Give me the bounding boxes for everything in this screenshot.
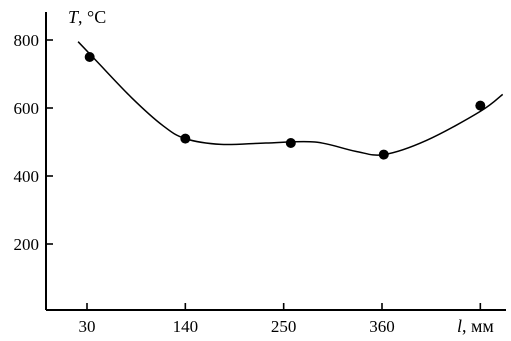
y-axis-label-symbol: T	[68, 7, 80, 27]
x-axis-label-symbol: l	[457, 316, 462, 336]
y-tick-label: 400	[14, 167, 40, 186]
x-axis-label: l, мм	[457, 316, 494, 336]
x-axis-label-unit: , мм	[462, 316, 494, 336]
data-point	[180, 133, 191, 144]
points-layer	[84, 52, 486, 160]
x-tick-label: 140	[173, 317, 199, 336]
temperature-curve	[77, 41, 504, 156]
data-point	[285, 138, 296, 149]
y-tick-label: 200	[14, 235, 40, 254]
curve-layer	[77, 41, 504, 156]
data-point	[84, 52, 95, 62]
data-point	[378, 149, 389, 160]
y-axis-label-unit: , °C	[78, 7, 106, 27]
x-tick-label: 30	[79, 317, 96, 336]
labels-layer: T, °C l, мм	[68, 7, 494, 336]
x-tick-label: 250	[271, 317, 297, 336]
axes: 200 400 600 800 30 140 250 360	[14, 12, 506, 336]
data-point	[475, 100, 486, 111]
y-tick-label: 600	[14, 99, 40, 118]
y-tick-label: 800	[14, 31, 40, 50]
y-axis-label: T, °C	[68, 7, 106, 27]
x-tick-label: 360	[369, 317, 395, 336]
